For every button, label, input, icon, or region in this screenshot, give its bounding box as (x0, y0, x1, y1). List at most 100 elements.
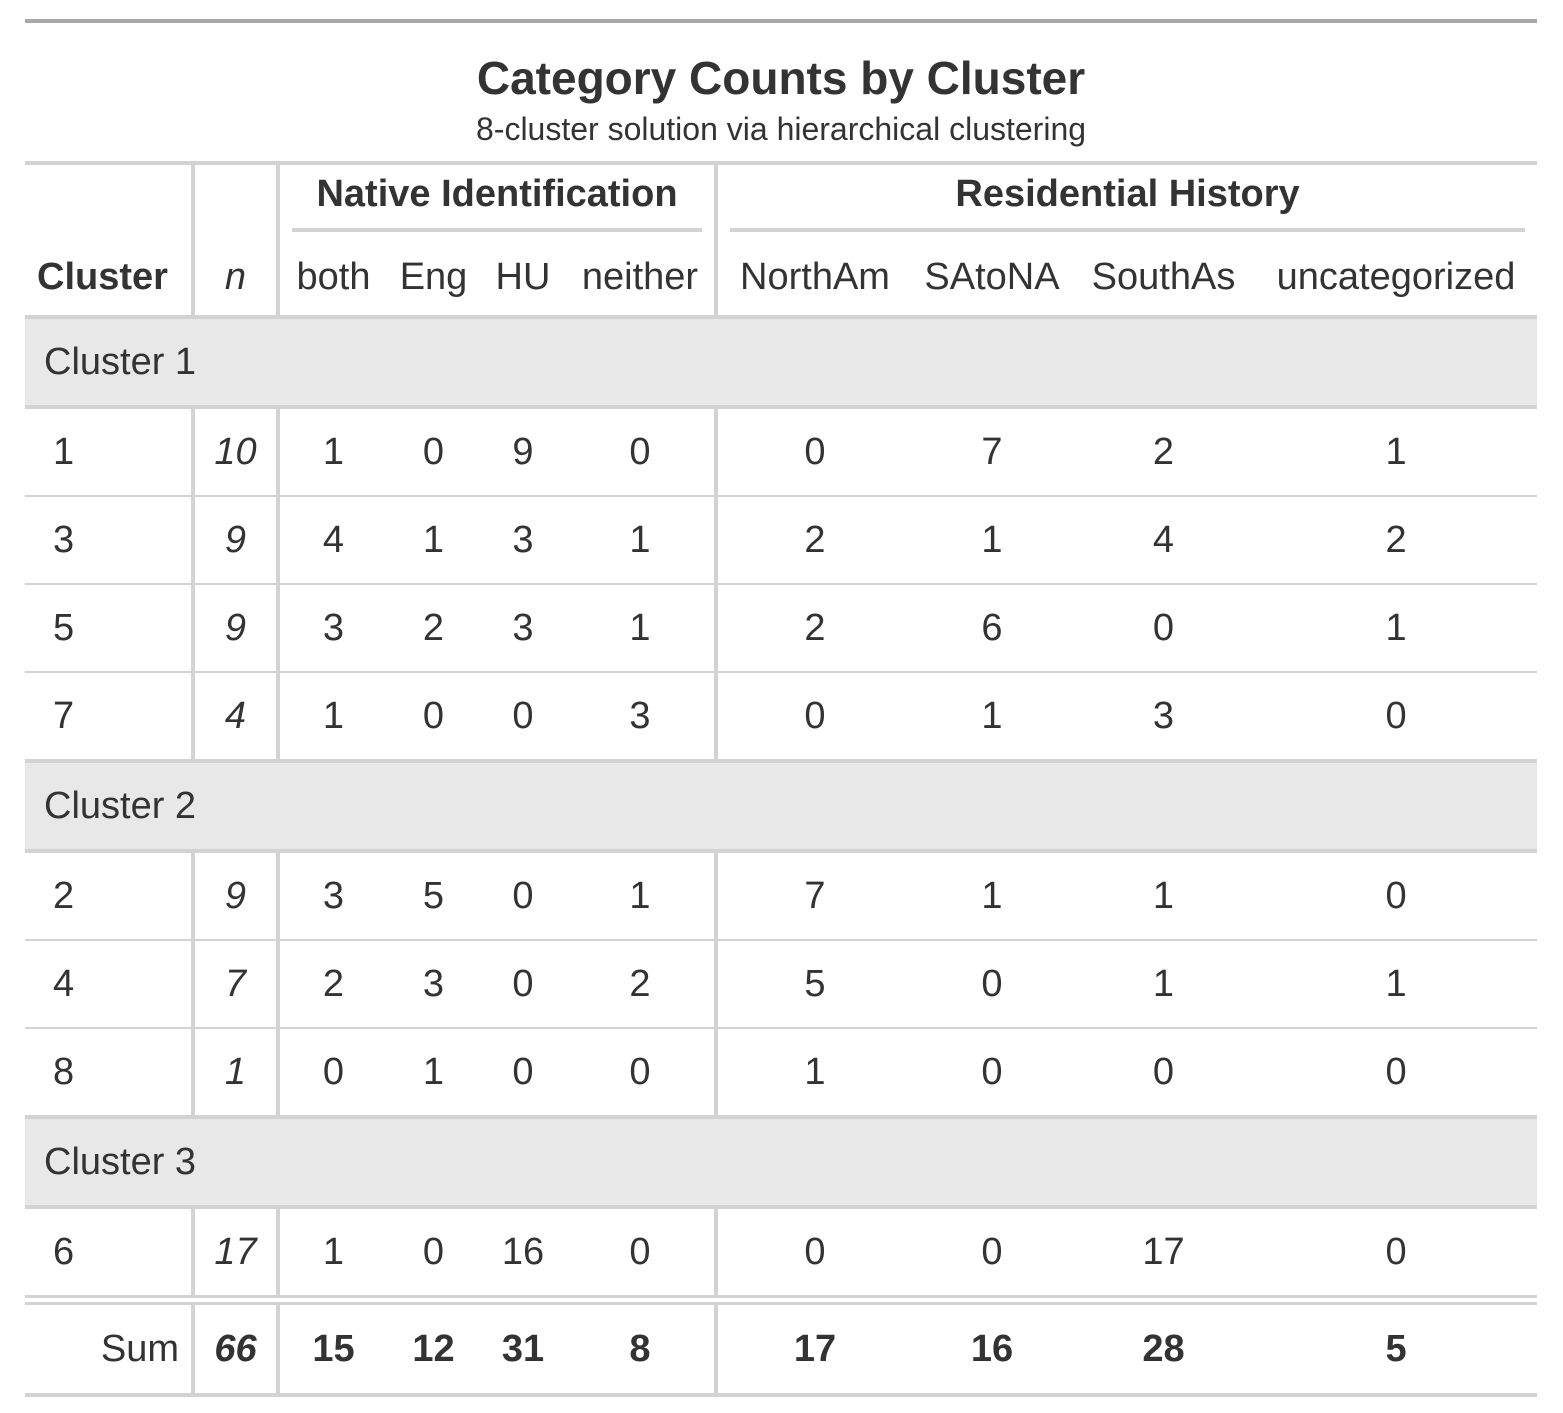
cell-satona: 1 (912, 851, 1072, 941)
spanner-empty-cluster (25, 163, 195, 239)
cell-northam: 0 (804, 1230, 826, 1273)
summary-n: 66 (193, 1295, 280, 1397)
cell-cluster: 8 (25, 1028, 195, 1117)
cell-cluster: 5 (25, 584, 195, 673)
table-row: 5 9 3 2 3 1 2 6 0 1 (25, 584, 1538, 673)
table-row: 4 7 2 3 0 2 5 0 1 1 (25, 940, 1538, 1029)
cell-satona: 0 (981, 1050, 1003, 1093)
cell-cluster: 7 (25, 672, 195, 761)
cell-n: 10 (193, 407, 280, 497)
table-row: 8 1 0 1 0 0 1 0 0 0 (25, 1028, 1537, 1117)
cell-uncategorized: 0 (1385, 1230, 1407, 1273)
cell-neither: 3 (566, 672, 718, 761)
col-header-satona: SAtoNA (912, 239, 1072, 319)
cell-both: 4 (278, 496, 387, 585)
summary-northam: 17 (716, 1295, 912, 1397)
cell-southas: 2 (1072, 407, 1255, 497)
cell-hu: 16 (501, 1230, 545, 1273)
cell-northam: 2 (716, 496, 912, 585)
cell-n: 1 (193, 1028, 280, 1117)
cell-satona: 0 (912, 940, 1072, 1029)
cell-hu: 3 (480, 496, 566, 585)
col-header-uncategorized: uncategorized (1255, 239, 1538, 319)
cell-eng: 1 (422, 1050, 445, 1093)
cell-southas: 0 (1152, 1050, 1175, 1093)
cell-n: 17 (193, 1207, 280, 1300)
cell-neither: 1 (566, 496, 718, 585)
cell-neither: 0 (566, 1028, 718, 1117)
cell-satona: 1 (912, 496, 1072, 585)
cell-both: 1 (278, 407, 387, 497)
cell-n: 9 (193, 496, 280, 585)
summary-table-container: Category Counts by Cluster 8-cluster sol… (25, 19, 1538, 1397)
group-label: Cluster 3 (25, 1115, 1538, 1209)
cell-eng: 0 (422, 1230, 445, 1273)
cell-northam: 1 (804, 1050, 826, 1093)
table-row: 7 4 1 0 0 3 0 1 3 0 (25, 672, 1537, 761)
cell-uncategorized: 2 (1255, 496, 1538, 585)
cell-both: 2 (278, 940, 387, 1029)
group-label: Cluster 1 (25, 315, 1538, 409)
cell-n: 9 (193, 851, 280, 941)
table-title-row: Category Counts by Cluster (25, 19, 1538, 107)
cell-hu: 9 (480, 407, 566, 497)
cell-cluster: 6 (25, 1207, 195, 1300)
cell-n: 4 (193, 672, 280, 761)
cell-n: 7 (193, 940, 280, 1029)
summary-eng: 12 (387, 1295, 480, 1397)
cell-neither: 0 (566, 1207, 718, 1300)
cell-eng: 5 (387, 851, 480, 941)
col-header-both: both (278, 239, 387, 319)
spanner-row: Native Identification Residential Histor… (25, 163, 1537, 239)
cell-southas: 3 (1152, 694, 1175, 737)
cell-eng: 3 (387, 940, 480, 1029)
cell-both: 3 (278, 584, 387, 673)
cell-both: 3 (278, 851, 387, 941)
cell-uncategorized: 1 (1255, 940, 1538, 1029)
table-body: Cluster 1 1 10 1 0 9 0 0 7 2 1 3 9 4 1 3… (25, 315, 1538, 1397)
summary-southas: 28 (1072, 1295, 1255, 1397)
cell-cluster: 2 (25, 851, 195, 941)
cell-both: 1 (322, 1230, 345, 1273)
spanner-residential-history: Residential History (716, 163, 1537, 239)
cell-eng: 0 (422, 694, 445, 737)
table-row: 6 17 1 0 16 0 0 0 17 0 (25, 1207, 1537, 1300)
cell-uncategorized: 1 (1255, 407, 1538, 497)
cell-satona: 1 (981, 694, 1003, 737)
cell-hu: 0 (480, 940, 566, 1029)
cell-neither: 1 (566, 851, 718, 941)
cell-hu: 0 (512, 694, 534, 737)
summary-neither: 8 (566, 1295, 718, 1397)
cell-eng: 0 (387, 407, 480, 497)
column-header-row: Cluster n both Eng HU neither NorthAm SA… (25, 239, 1538, 319)
cell-n: 9 (193, 584, 280, 673)
cell-uncategorized: 1 (1255, 584, 1538, 673)
summary-hu: 31 (480, 1295, 566, 1397)
cell-both: 1 (322, 694, 345, 737)
cell-uncategorized: 0 (1255, 851, 1538, 941)
group-label: Cluster 2 (25, 759, 1538, 853)
col-header-hu: HU (480, 239, 566, 319)
spanner-residential-label: Residential History (730, 173, 1526, 232)
cell-cluster: 4 (25, 940, 195, 1029)
cell-southas: 17 (1142, 1230, 1185, 1273)
cell-southas: 1 (1072, 940, 1255, 1029)
summary-satona: 16 (912, 1295, 1072, 1397)
cell-southas: 0 (1072, 584, 1255, 673)
group-row: Cluster 1 (25, 315, 1538, 409)
cell-satona: 6 (912, 584, 1072, 673)
spanner-native-identification: Native Identification (278, 163, 718, 239)
category-counts-table: Category Counts by Cluster 8-cluster sol… (25, 19, 1538, 1397)
cell-satona: 7 (912, 407, 1072, 497)
summary-uncategorized: 5 (1255, 1295, 1538, 1397)
cell-northam: 0 (804, 694, 826, 737)
table-subtitle: 8-cluster solution via hierarchical clus… (25, 107, 1538, 165)
summary-label: Sum (25, 1295, 195, 1397)
cell-northam: 5 (716, 940, 912, 1029)
cell-northam: 2 (716, 584, 912, 673)
spanner-empty-n (193, 163, 280, 239)
col-header-cluster: Cluster (25, 239, 195, 319)
cell-cluster: 1 (25, 407, 195, 497)
cell-southas: 4 (1072, 496, 1255, 585)
col-header-northam: NorthAm (716, 239, 912, 319)
